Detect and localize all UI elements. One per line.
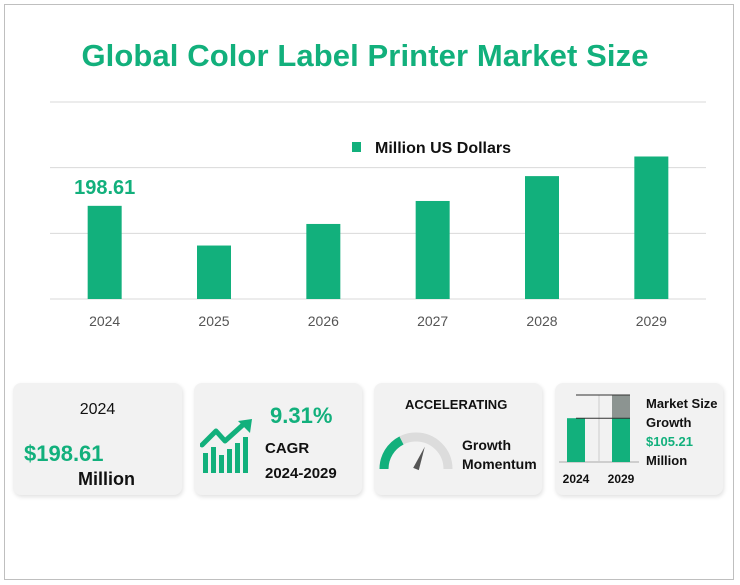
x-tick-label: 2025: [198, 313, 229, 329]
mini-growth-chart: 2024 2029: [559, 394, 639, 486]
bar-2028: [525, 176, 559, 299]
bar-2026: [306, 223, 341, 299]
card-cagr: 9.31% CAGR 2024-2029: [194, 383, 362, 495]
mini-bar-2029-base: [612, 418, 630, 462]
bar-2027: [415, 200, 450, 299]
growth-title-2: Growth: [646, 415, 692, 430]
legend-label: Million US Dollars: [375, 140, 511, 157]
gauge-icon: [379, 432, 453, 471]
x-tick-label: 2027: [417, 313, 448, 329]
card-momentum: ACCELERATING Growth Momentum: [374, 383, 542, 495]
mini-tick-label: 2024: [563, 472, 590, 486]
growth-title-1: Market Size: [646, 396, 718, 411]
mini-tick-label: 2029: [608, 472, 635, 486]
x-tick-label: 2028: [526, 313, 557, 329]
card-growth: 2024 2029 Market Size Growth $105.21 Mill…: [555, 383, 723, 495]
x-tick-label: 2029: [636, 313, 667, 329]
cagr-rate: 9.31%: [270, 403, 333, 428]
cagr-period: 2024-2029: [265, 465, 337, 482]
momentum-status: ACCELERATING: [405, 397, 508, 412]
card-unit: Million: [78, 469, 135, 489]
legend-swatch: [352, 142, 361, 152]
mini-bar-2024: [567, 418, 585, 462]
bar-2025: [197, 245, 231, 299]
bar-chart: 2024 2025 2026 2027 2028 2029 198.61 Million US…: [50, 101, 706, 329]
momentum-label-2: Momentum: [462, 456, 537, 472]
momentum-label-1: Growth: [462, 437, 511, 453]
card-year-value: 2024 $198.61 Million: [13, 383, 182, 495]
chart-title: Global Color Label Printer Market Size: [81, 38, 649, 73]
card-year: 2024: [79, 401, 116, 418]
card-value: $198.61: [24, 441, 104, 466]
x-tick-label: 2026: [308, 313, 339, 329]
data-label: 198.61: [74, 177, 135, 199]
bar-2029: [634, 156, 669, 299]
rising-chart-icon: [200, 419, 252, 473]
bar-2024: [87, 205, 122, 299]
growth-unit: Million: [646, 453, 688, 468]
x-tick-label: 2024: [89, 313, 120, 329]
growth-value: $105.21: [646, 434, 693, 449]
cagr-label: CAGR: [265, 440, 310, 457]
mini-bar-2029-growth: [612, 395, 630, 419]
